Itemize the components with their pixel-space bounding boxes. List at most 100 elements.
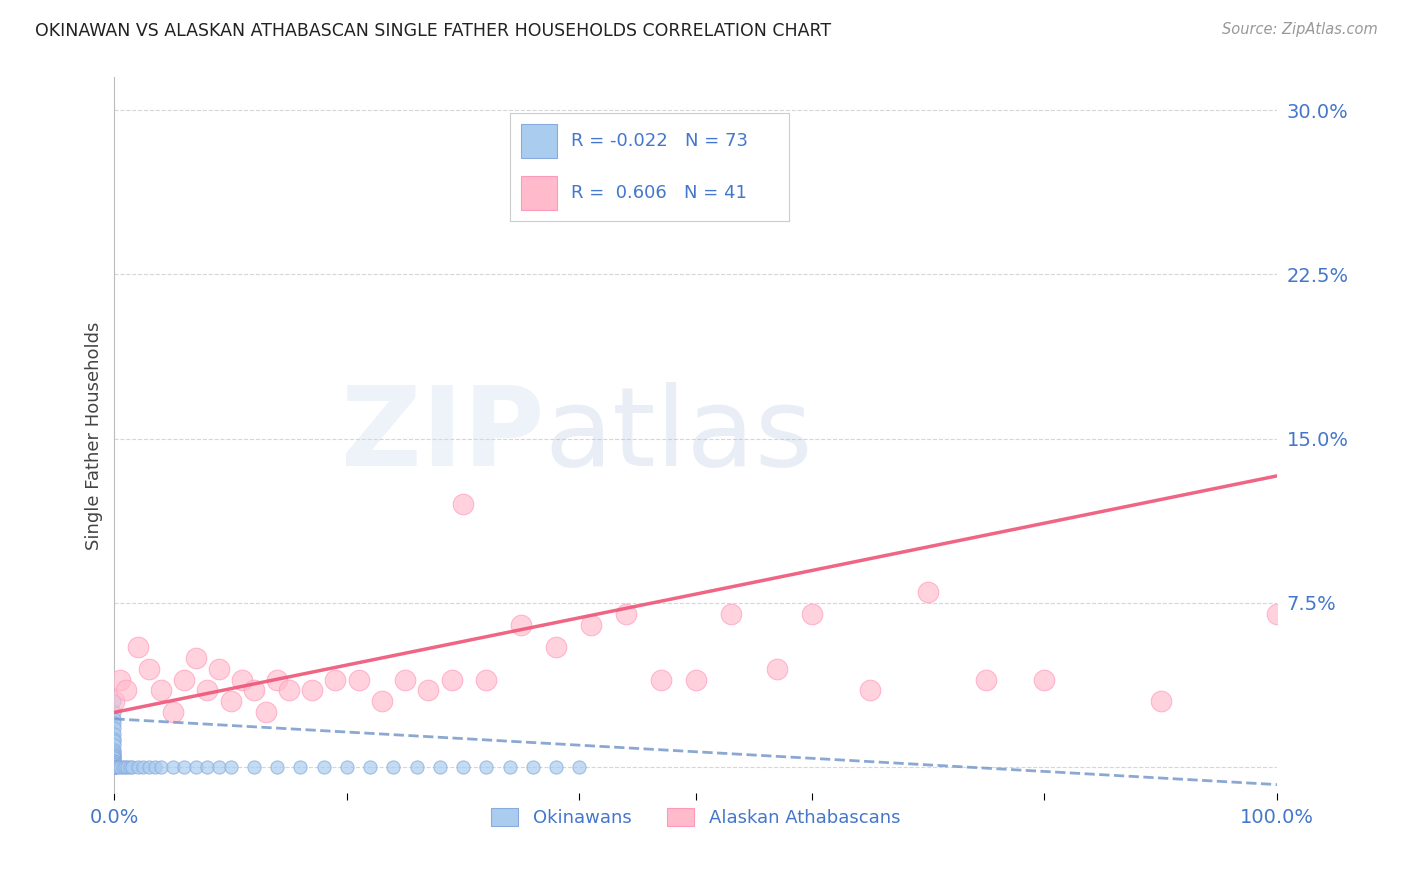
Point — [162, 760, 184, 774]
Point — [103, 760, 125, 774]
Point — [243, 683, 266, 698]
Point — [1033, 673, 1056, 687]
Point — [103, 706, 125, 720]
Point — [312, 760, 335, 774]
Point — [114, 760, 136, 774]
Point — [475, 760, 498, 774]
Point — [103, 756, 125, 770]
Point — [103, 757, 125, 772]
Point — [277, 683, 299, 698]
Point — [103, 757, 125, 772]
Point — [103, 760, 125, 774]
Text: 0.0%: 0.0% — [90, 807, 139, 827]
Point — [266, 760, 288, 774]
Point — [546, 640, 568, 654]
Point — [475, 673, 498, 687]
Point — [336, 760, 359, 774]
Point — [546, 760, 568, 774]
Point — [859, 683, 882, 698]
Point — [208, 760, 231, 774]
Point — [111, 760, 134, 774]
Point — [110, 760, 132, 774]
Point — [103, 742, 125, 756]
Point — [266, 673, 288, 687]
Text: ZIP: ZIP — [342, 382, 544, 489]
Point — [103, 760, 125, 774]
Point — [359, 760, 381, 774]
Point — [162, 706, 184, 720]
Point — [127, 760, 149, 774]
Point — [107, 760, 129, 774]
Point — [115, 760, 138, 774]
Point — [103, 738, 125, 752]
Point — [103, 745, 125, 759]
Point — [440, 673, 463, 687]
Point — [184, 650, 207, 665]
Point — [429, 760, 451, 774]
Point — [110, 673, 132, 687]
Point — [173, 760, 195, 774]
Point — [103, 694, 125, 708]
Point — [103, 747, 125, 761]
Point — [103, 749, 125, 764]
Point — [103, 754, 125, 768]
Text: Source: ZipAtlas.com: Source: ZipAtlas.com — [1222, 22, 1378, 37]
Point — [103, 760, 125, 774]
Point — [301, 683, 323, 698]
Point — [138, 760, 160, 774]
Point — [568, 760, 591, 774]
Point — [143, 760, 166, 774]
Point — [614, 607, 637, 621]
Text: 100.0%: 100.0% — [1240, 807, 1315, 827]
Point — [394, 673, 416, 687]
Point — [103, 760, 125, 774]
Point — [103, 760, 125, 774]
Point — [499, 760, 522, 774]
Point — [103, 749, 125, 764]
Point — [231, 673, 253, 687]
Point — [103, 760, 125, 774]
Point — [103, 760, 125, 774]
Point — [103, 694, 125, 708]
Point — [103, 733, 125, 747]
Point — [1150, 694, 1173, 708]
Point — [800, 607, 823, 621]
Point — [103, 721, 125, 735]
Point — [103, 760, 125, 774]
Point — [685, 673, 707, 687]
Point — [103, 712, 125, 726]
Point — [917, 585, 939, 599]
Point — [103, 754, 125, 768]
Point — [405, 760, 427, 774]
Point — [103, 751, 125, 765]
Point — [103, 756, 125, 770]
Point — [243, 760, 266, 774]
Y-axis label: Single Father Households: Single Father Households — [86, 321, 103, 549]
Point — [132, 760, 155, 774]
Point — [347, 673, 370, 687]
Point — [418, 683, 440, 698]
Point — [138, 662, 160, 676]
Point — [579, 617, 602, 632]
Point — [371, 694, 394, 708]
Point — [254, 706, 277, 720]
Point — [451, 497, 474, 511]
Point — [1265, 607, 1288, 621]
Point — [197, 760, 219, 774]
Point — [323, 673, 346, 687]
Point — [382, 760, 405, 774]
Point — [451, 760, 474, 774]
Point — [219, 694, 242, 708]
Text: OKINAWAN VS ALASKAN ATHABASCAN SINGLE FATHER HOUSEHOLDS CORRELATION CHART: OKINAWAN VS ALASKAN ATHABASCAN SINGLE FA… — [35, 22, 831, 40]
Point — [522, 760, 544, 774]
Point — [184, 760, 207, 774]
Point — [103, 727, 125, 741]
Legend: Okinawans, Alaskan Athabascans: Okinawans, Alaskan Athabascans — [484, 801, 908, 834]
Point — [127, 640, 149, 654]
Point — [173, 673, 195, 687]
Point — [103, 757, 125, 772]
Point — [103, 760, 125, 774]
Point — [103, 760, 125, 774]
Point — [103, 716, 125, 731]
Point — [103, 760, 125, 774]
